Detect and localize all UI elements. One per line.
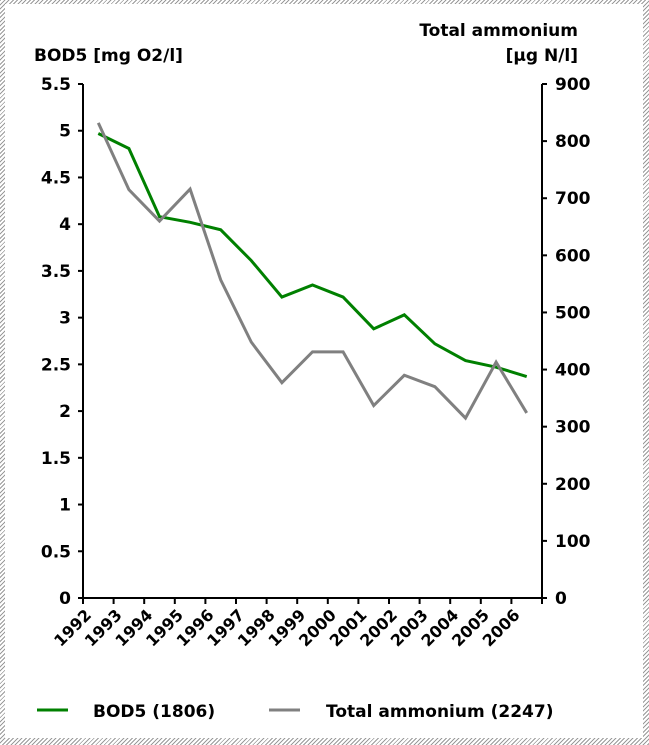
left-tick-label: 3.5: [41, 262, 71, 282]
right-tick-label: 100: [555, 532, 591, 552]
left-tick-label: 1: [59, 496, 71, 516]
right-axis-title-line2: [µg N/l]: [506, 46, 578, 66]
left-tick-label: 5: [59, 122, 71, 142]
right-axis-title-line1: Total ammonium: [419, 21, 578, 41]
left-axis-title: BOD5 [mg O2/l]: [34, 46, 183, 66]
left-tick-label: 0.5: [41, 542, 71, 562]
chart-panel: BOD5 [mg O2/l] Total ammonium [µg N/l] 0…: [5, 4, 643, 738]
right-tick-label: 300: [555, 418, 591, 438]
right-tick-label: 600: [555, 246, 591, 266]
left-tick-label: 0: [59, 589, 71, 609]
left-tick-label: 2.5: [41, 355, 71, 375]
right-tick-label: 0: [555, 589, 567, 609]
right-tick-label: 700: [555, 189, 591, 209]
left-tick-label: 1.5: [41, 449, 71, 469]
left-tick-label: 5.5: [41, 75, 71, 95]
right-tick-label: 400: [555, 361, 591, 381]
axes: 0 0.5 1 1.5 2 2.5 3 3.5 4 4.5 5 5.5 0 100 200 300 400 500…: [41, 75, 591, 650]
right-tick-label: 900: [555, 75, 591, 95]
right-tick-label: 500: [555, 303, 591, 323]
right-tick-label: 200: [555, 475, 591, 495]
legend-label-bod5: BOD5 (1806): [93, 702, 215, 722]
legend: BOD5 (1806) Total ammonium (2247): [37, 702, 553, 722]
legend-label-total-ammonium: Total ammonium (2247): [326, 702, 553, 722]
right-tick-label: 800: [555, 132, 591, 152]
series-line-total-ammonium: [96, 122, 528, 421]
series-lines: [96, 122, 528, 421]
left-tick-label: 3: [59, 309, 71, 329]
dual-axis-line-chart: BOD5 [mg O2/l] Total ammonium [µg N/l] 0…: [34, 21, 591, 722]
series-line-bod5: [97, 132, 528, 378]
left-tick-label: 4: [59, 215, 71, 235]
left-tick-label: 2: [59, 402, 71, 422]
left-tick-label: 4.5: [41, 168, 71, 188]
